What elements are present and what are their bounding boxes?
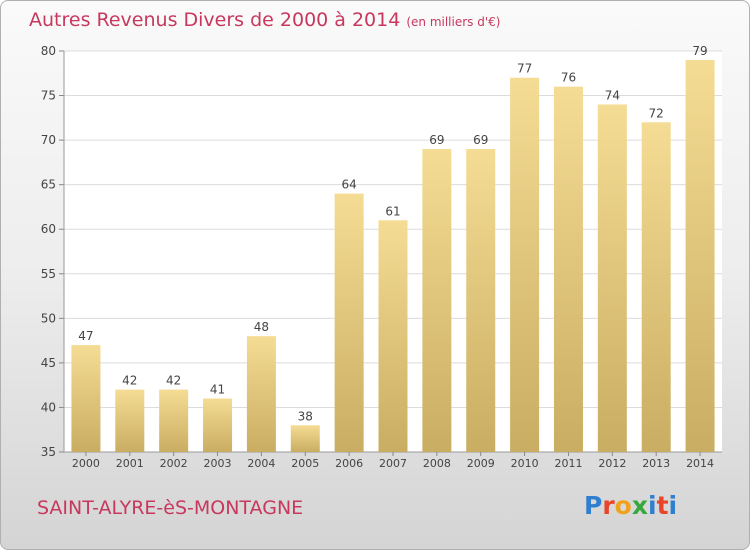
x-tick-label: 2004 (247, 457, 275, 470)
y-tick-label: 75 (41, 89, 56, 103)
bar (115, 389, 145, 452)
x-tick-label: 2008 (423, 457, 451, 470)
bar (203, 398, 233, 452)
y-tick-label: 50 (41, 311, 56, 325)
proxiti-logo: Proxiti (584, 491, 678, 520)
chart-title: Autres Revenus Divers de 2000 à 2014 (en … (29, 9, 500, 31)
bar (641, 122, 671, 453)
x-tick-label: 2012 (598, 457, 626, 470)
data-label: 79 (692, 44, 707, 58)
bar (378, 220, 408, 452)
bar (553, 86, 583, 453)
y-tick-label: 65 (41, 178, 56, 192)
bar (510, 77, 540, 452)
x-tick-label: 2014 (686, 457, 714, 470)
data-label: 38 (298, 409, 313, 423)
x-tick-label: 2002 (160, 457, 188, 470)
data-label: 77 (517, 62, 532, 76)
y-tick-label: 40 (41, 400, 56, 414)
data-label: 61 (385, 204, 400, 218)
place-name: SAINT-ALYRE-èS-MONTAGNE (37, 497, 304, 519)
bar (334, 193, 364, 453)
x-tick-label: 2001 (116, 457, 144, 470)
data-label: 72 (649, 106, 664, 120)
data-label: 41 (210, 383, 225, 397)
data-label: 42 (166, 374, 181, 388)
bar (71, 345, 101, 452)
data-label: 48 (254, 320, 269, 334)
chart-title-text: Autres Revenus Divers de 2000 à 2014 (29, 9, 401, 31)
y-tick-label: 60 (41, 222, 56, 236)
chart-subtitle: (en milliers d'€) (406, 15, 501, 29)
x-tick-label: 2010 (511, 457, 539, 470)
x-tick-label: 2011 (554, 457, 582, 470)
data-label: 42 (122, 374, 137, 388)
data-label: 69 (473, 133, 488, 147)
y-tick-label: 45 (41, 356, 56, 370)
bar (466, 149, 496, 452)
data-label: 74 (605, 88, 620, 102)
x-tick-label: 2005 (291, 457, 319, 470)
y-tick-label: 70 (41, 133, 56, 147)
bar (246, 336, 276, 452)
x-tick-label: 2003 (204, 457, 232, 470)
y-tick-label: 80 (41, 44, 56, 58)
x-tick-label: 2013 (642, 457, 670, 470)
bar (290, 425, 320, 452)
bar (159, 389, 189, 452)
data-label: 69 (429, 133, 444, 147)
x-tick-label: 2000 (72, 457, 100, 470)
bar (597, 104, 627, 452)
bar (422, 149, 452, 452)
data-label: 76 (561, 71, 576, 85)
y-tick-label: 35 (41, 445, 56, 459)
bar (685, 59, 715, 453)
data-label: 64 (341, 178, 356, 192)
data-label: 47 (78, 329, 93, 343)
x-tick-label: 2007 (379, 457, 407, 470)
y-tick-label: 55 (41, 267, 56, 281)
x-tick-label: 2009 (467, 457, 495, 470)
x-tick-label: 2006 (335, 457, 363, 470)
